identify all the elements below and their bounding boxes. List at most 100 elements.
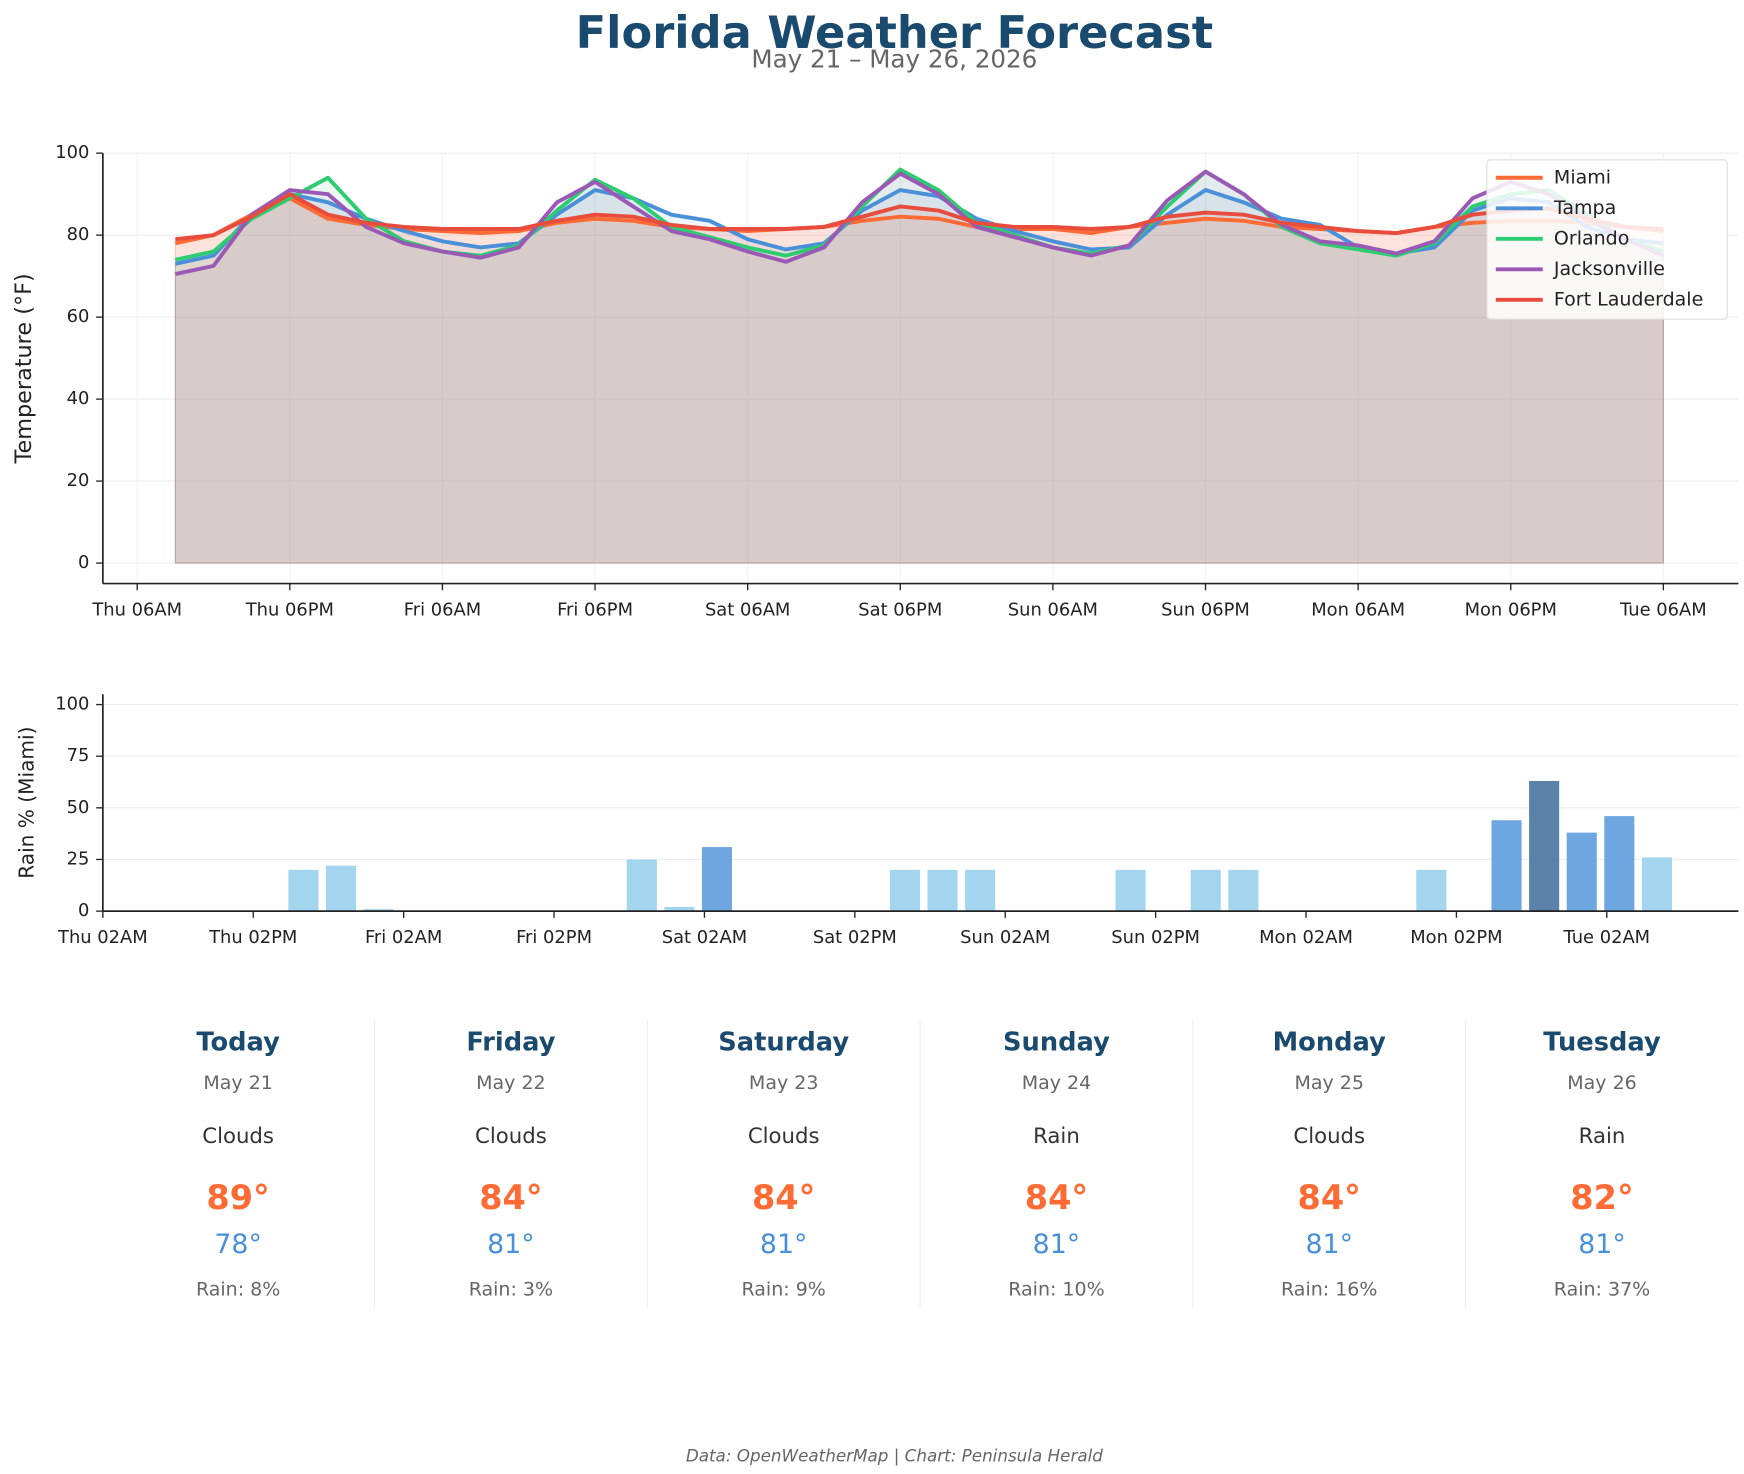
- bar: [1641, 857, 1672, 912]
- condition: Clouds: [748, 1124, 820, 1149]
- legend-label: Fort Lauderdale: [1554, 288, 1703, 310]
- day-name: Tuesday: [1543, 1028, 1661, 1058]
- bar: [1604, 816, 1635, 912]
- day-date: May 23: [749, 1072, 819, 1094]
- x-tick-label: Sat 02AM: [662, 927, 747, 948]
- high-temp: 84°: [1298, 1178, 1361, 1217]
- bar: [325, 865, 357, 912]
- x-tick-label: Mon 02AM: [1259, 927, 1353, 948]
- day-date: May 26: [1567, 1072, 1637, 1094]
- y-tick-label: 75: [67, 745, 90, 766]
- x-tick-label: Tue 06AM: [1619, 599, 1707, 620]
- bar: [363, 909, 394, 912]
- bar: [1190, 869, 1221, 912]
- condition: Rain: [1033, 1124, 1080, 1149]
- low-temp: 81°: [1305, 1229, 1353, 1260]
- day-name: Saturday: [718, 1028, 849, 1058]
- bar: [1566, 832, 1597, 912]
- low-temp: 81°: [487, 1229, 535, 1260]
- y-tick-label: 50: [67, 797, 90, 818]
- x-tick-label: Sun 02AM: [960, 927, 1050, 948]
- rain-chance: Rain: 16%: [1281, 1279, 1377, 1301]
- day-date: May 24: [1022, 1072, 1092, 1094]
- low-temp: 81°: [1578, 1229, 1626, 1260]
- y-tick-label: 25: [67, 848, 90, 869]
- line: [174, 169, 1665, 276]
- x-tick-label: Fri 02PM: [516, 927, 592, 948]
- page-subtitle: May 21 – May 26, 2026: [751, 44, 1037, 73]
- high-temp: 84°: [752, 1178, 815, 1217]
- x-tick-label: Fri 02AM: [365, 927, 442, 948]
- x-tick-label: Mon 02PM: [1410, 927, 1502, 948]
- day-name: Monday: [1273, 1028, 1386, 1058]
- low-temp: 78°: [214, 1229, 262, 1260]
- day-name: Friday: [466, 1028, 555, 1058]
- rain-chance: Rain: 37%: [1554, 1279, 1650, 1301]
- y-tick-label: 60: [67, 306, 90, 327]
- x-tick-label: Thu 02PM: [208, 927, 297, 948]
- rain-chance: Rain: 8%: [196, 1279, 280, 1301]
- y-axis-label: Temperature (°F): [11, 273, 37, 464]
- x-tick-label: Thu 06AM: [91, 599, 182, 620]
- day-name: Sunday: [1003, 1028, 1110, 1058]
- bar: [965, 869, 996, 912]
- day-name: Today: [196, 1028, 280, 1058]
- day-date: May 22: [476, 1072, 546, 1094]
- area: [174, 193, 1664, 564]
- rain-chance: Rain: 9%: [742, 1279, 826, 1301]
- bar: [288, 869, 319, 912]
- high-temp: 82°: [1570, 1178, 1633, 1217]
- bar: [1491, 820, 1522, 912]
- page-title: Florida Weather Forecast: [576, 6, 1213, 59]
- bar: [664, 906, 695, 912]
- x-tick-label: Thu 06PM: [245, 599, 334, 620]
- legend-label: Orlando: [1554, 227, 1629, 249]
- x-tick-label: Mon 06AM: [1311, 599, 1405, 620]
- x-tick-label: Sun 06PM: [1161, 599, 1250, 620]
- low-temp: 81°: [1033, 1229, 1081, 1260]
- day-date: May 25: [1294, 1072, 1364, 1094]
- condition: Rain: [1579, 1124, 1626, 1149]
- bar: [1529, 780, 1560, 912]
- x-tick-label: Sun 02PM: [1111, 927, 1200, 948]
- bar: [1416, 869, 1447, 912]
- bar: [701, 847, 733, 912]
- high-temp: 84°: [479, 1178, 542, 1217]
- condition: Clouds: [202, 1124, 274, 1149]
- x-tick-label: Sat 02PM: [813, 927, 897, 948]
- y-tick-label: 100: [55, 142, 89, 163]
- y-tick-label: 100: [55, 694, 89, 715]
- x-tick-label: Mon 06PM: [1465, 599, 1557, 620]
- bar: [1115, 869, 1146, 912]
- x-tick-label: Tue 02AM: [1563, 927, 1651, 948]
- x-tick-label: Fri 06PM: [557, 599, 633, 620]
- bar: [1228, 869, 1259, 912]
- footer: Data: OpenWeatherMap | Chart: Peninsula …: [686, 1446, 1103, 1466]
- legend-label: Miami: [1554, 166, 1611, 188]
- bar: [927, 869, 958, 912]
- line: [175, 192, 1664, 242]
- day-date: May 21: [203, 1072, 273, 1094]
- x-tick-label: Sun 06AM: [1008, 599, 1098, 620]
- y-tick-label: 0: [78, 900, 89, 921]
- y-tick-label: 80: [67, 224, 90, 245]
- legend-box: [1486, 159, 1728, 320]
- low-temp: 81°: [760, 1229, 808, 1260]
- rain-chance: Rain: 3%: [469, 1279, 553, 1301]
- x-tick-label: Sat 06PM: [858, 599, 942, 620]
- x-tick-label: Fri 06AM: [404, 599, 481, 620]
- condition: Clouds: [1293, 1124, 1365, 1149]
- rain-chance: Rain: 10%: [1008, 1279, 1104, 1301]
- y-tick-label: 40: [67, 388, 90, 409]
- legend-label: Jacksonville: [1553, 258, 1665, 280]
- condition: Clouds: [475, 1124, 547, 1149]
- bar: [626, 859, 657, 912]
- legend-label: Tampa: [1553, 197, 1616, 219]
- x-tick-label: Sat 06AM: [705, 599, 790, 620]
- y-tick-label: 20: [67, 470, 90, 491]
- high-temp: 84°: [1025, 1178, 1088, 1217]
- y-axis-label: Rain % (Miami): [14, 727, 38, 879]
- high-temp: 89°: [206, 1178, 269, 1217]
- y-tick-label: 0: [78, 552, 89, 573]
